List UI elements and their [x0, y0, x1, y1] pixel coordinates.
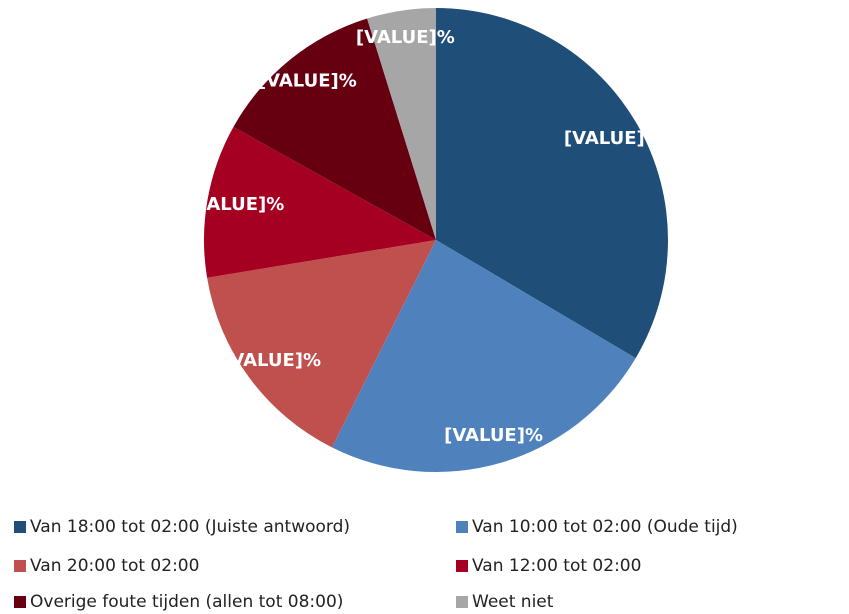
legend-label: Overige foute tijden (allen tot 08:00) — [30, 592, 343, 612]
pie-slice — [367, 8, 436, 240]
legend-swatch — [456, 560, 468, 572]
data-label: [VALUE]% — [222, 350, 321, 371]
pie-slice — [233, 18, 436, 241]
pie-slice — [436, 8, 668, 359]
data-label: [VALUE]% — [444, 425, 543, 446]
legend-swatch — [456, 521, 468, 533]
legend-label: Weet niet — [472, 592, 554, 612]
legend-swatch — [14, 560, 26, 572]
legend-swatch — [14, 521, 26, 533]
pie-slice — [207, 240, 436, 448]
legend-swatch — [456, 596, 468, 608]
legend-label: Van 20:00 tot 02:00 — [30, 556, 199, 576]
pie-slice — [204, 126, 436, 278]
data-label: [VALUE]% — [258, 70, 357, 91]
data-label: [VALUE]% — [564, 128, 663, 149]
legend-label: Van 12:00 tot 02:00 — [472, 556, 641, 576]
data-label: [VALUE]% — [356, 27, 455, 48]
legend-swatch — [14, 596, 26, 608]
legend-label: Van 18:00 tot 02:00 (Juiste antwoord) — [30, 517, 350, 537]
data-label: [VALUE]% — [185, 194, 284, 215]
legend-label: Van 10:00 tot 02:00 (Oude tijd) — [472, 517, 738, 537]
pie-slice — [331, 240, 636, 472]
